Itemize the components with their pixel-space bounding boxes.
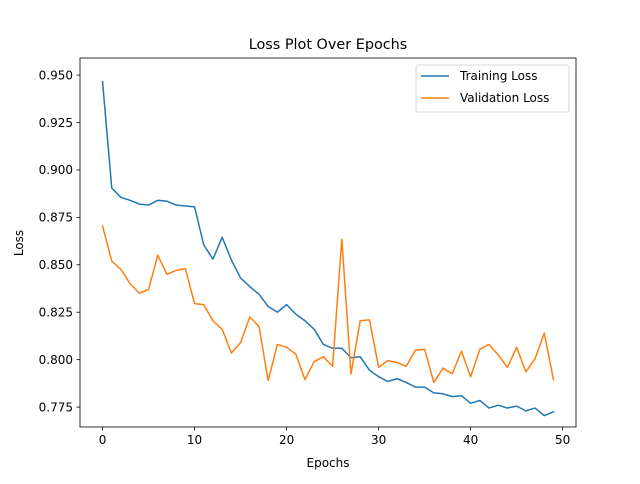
y-tick-label: 0.900 <box>39 163 73 177</box>
series-line-training-loss <box>101 80 555 417</box>
legend: Training Loss Validation Loss <box>415 64 570 113</box>
y-tick-label: 0.850 <box>39 258 73 272</box>
legend-box <box>415 64 570 113</box>
x-axis-label: Epochs <box>307 456 350 470</box>
legend-label-validation-loss: Validation Loss <box>460 91 549 105</box>
y-tick-label: 0.875 <box>39 211 73 225</box>
chart-title: Loss Plot Over Epochs <box>249 37 408 53</box>
y-axis: 0.775 0.800 0.825 0.850 0.875 0.900 0.925 0.950 <box>39 68 80 414</box>
x-tick-label: 50 <box>555 433 570 447</box>
plot-frame <box>79 57 577 428</box>
x-axis: 0 10 20 30 40 50 <box>99 427 570 447</box>
series-layer <box>101 80 555 417</box>
x-tick-label: 30 <box>371 433 386 447</box>
x-tick-label: 10 <box>187 433 202 447</box>
y-tick-label: 0.950 <box>39 68 73 82</box>
x-tick-label: 40 <box>463 433 478 447</box>
x-tick-label: 0 <box>99 433 107 447</box>
y-tick-label: 0.925 <box>39 116 73 130</box>
legend-label-training-loss: Training Loss <box>459 69 537 83</box>
x-tick-label: 20 <box>279 433 294 447</box>
y-tick-label: 0.775 <box>39 400 73 414</box>
y-tick-label: 0.800 <box>39 353 73 367</box>
y-tick-label: 0.825 <box>39 306 73 320</box>
y-axis-label: Loss <box>12 230 26 256</box>
series-line-validation-loss <box>101 224 555 384</box>
